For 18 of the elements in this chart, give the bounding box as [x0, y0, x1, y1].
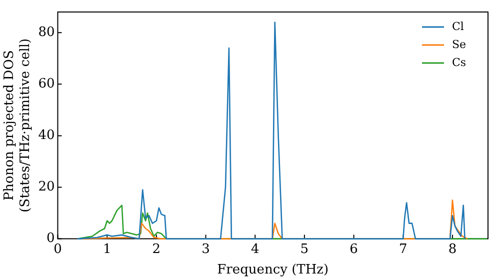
legend-label: Se — [452, 38, 466, 51]
y-tick-label: 60 — [38, 76, 55, 92]
y-tick-label: 80 — [38, 24, 55, 40]
y-tick-label: 0 — [46, 231, 55, 246]
y-axis-title: Phonon projected DOS (States/THz·primitive cell) — [2, 38, 33, 212]
x-tick-label: 7 — [398, 242, 408, 257]
x-tick-label: 6 — [350, 242, 358, 257]
y-tick-label: 40 — [38, 128, 55, 144]
x-tick-label: 5 — [300, 242, 309, 257]
y-tick-label: 20 — [38, 180, 55, 195]
x-tick-label: 2 — [152, 242, 161, 257]
x-axis-title: Frequency (THz) — [217, 262, 329, 278]
x-tick-label: 3 — [202, 242, 210, 257]
x-tick-label: 4 — [250, 242, 260, 257]
x-tick-label: 1 — [102, 242, 112, 257]
x-tick-label: 8 — [448, 242, 457, 257]
legend-label: Cs — [452, 56, 466, 69]
legend-label: Cl — [452, 20, 464, 33]
